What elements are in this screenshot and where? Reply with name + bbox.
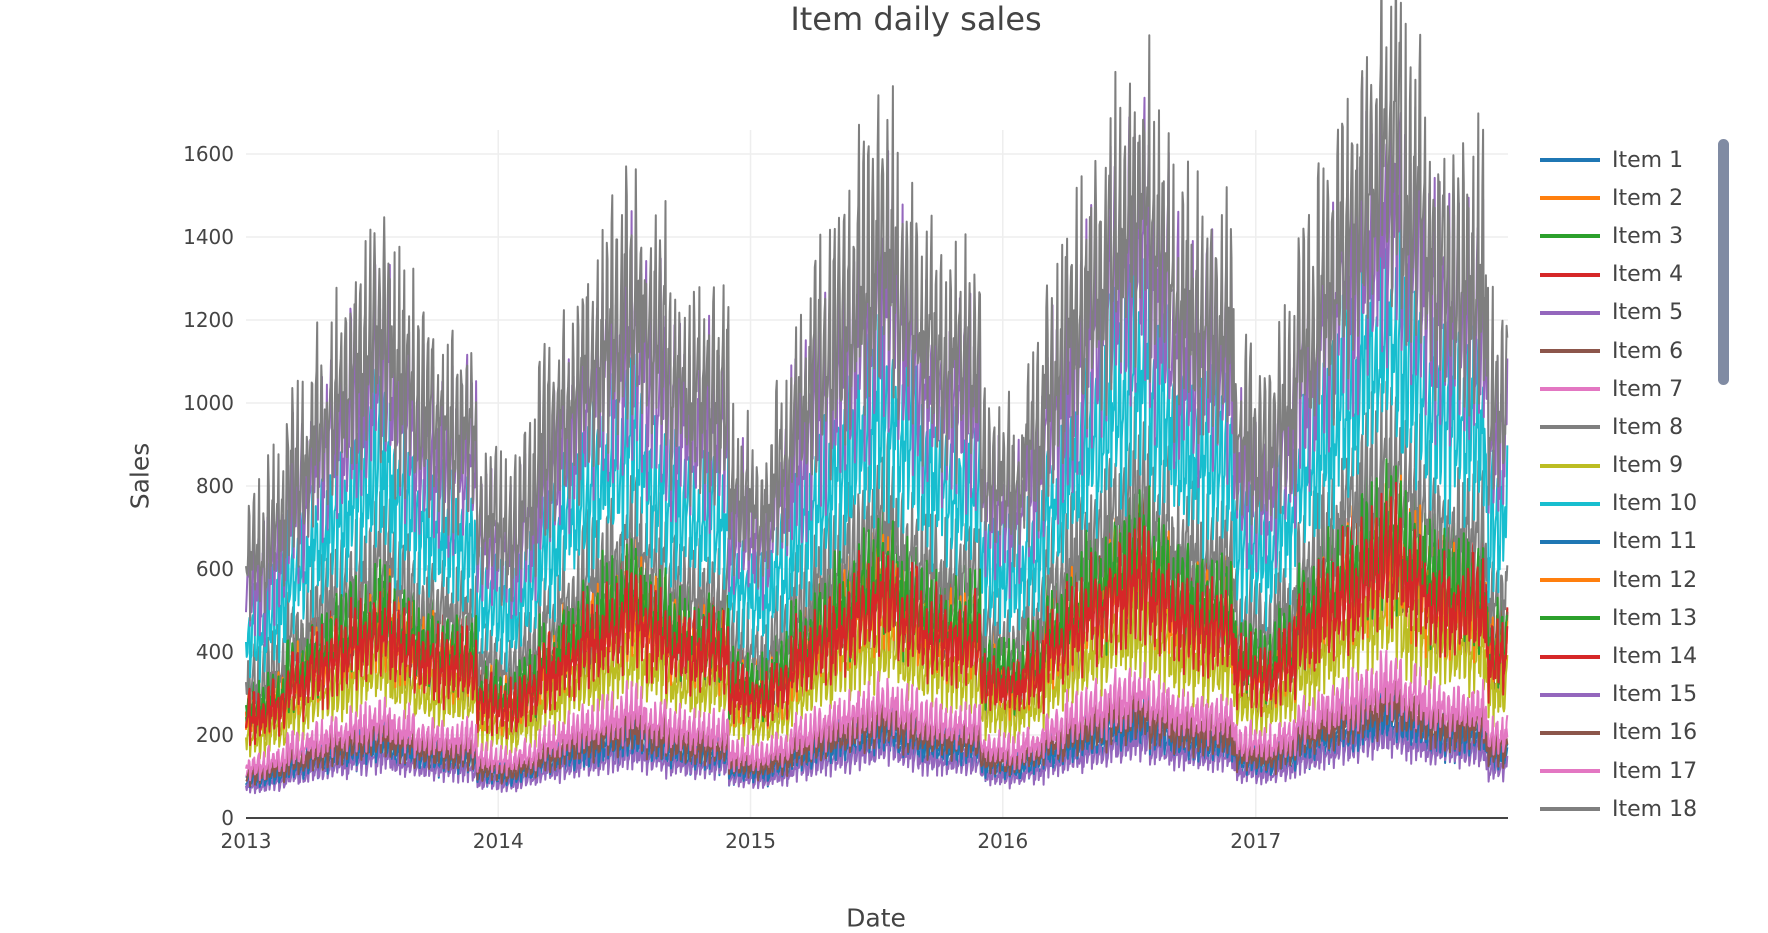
legend-label: Item 2 xyxy=(1612,185,1684,211)
legend-label: Item 12 xyxy=(1612,567,1698,593)
legend-item[interactable]: Item 14 xyxy=(1540,637,1697,675)
legend-item[interactable]: Item 13 xyxy=(1540,599,1697,637)
legend-swatch xyxy=(1540,196,1600,201)
legend-item[interactable]: Item 5 xyxy=(1540,294,1697,332)
legend-swatch xyxy=(1540,730,1600,735)
legend-label: Item 15 xyxy=(1612,682,1698,708)
legend-item[interactable]: Item 3 xyxy=(1540,217,1697,255)
legend-item[interactable]: Item 12 xyxy=(1540,561,1697,599)
y-tick-label: 400 xyxy=(196,640,234,664)
legend-swatch xyxy=(1540,349,1600,354)
legend-item[interactable]: Item 9 xyxy=(1540,447,1697,485)
y-tick-label: 1600 xyxy=(183,142,234,166)
y-tick-label: 1200 xyxy=(183,308,234,332)
series-line-item-9 xyxy=(245,556,1509,760)
legend-label: Item 18 xyxy=(1612,796,1698,822)
legend: Item 1 Item 2 Item 3 Item 4 Item 5 Item 6 Item… xyxy=(1540,141,1697,828)
legend-item[interactable]: Item 6 xyxy=(1540,332,1697,370)
legend-label: Item 16 xyxy=(1612,720,1698,746)
legend-swatch xyxy=(1540,807,1600,812)
series-line-item-17 xyxy=(245,649,1509,782)
chart-title: Item daily sales xyxy=(790,0,1042,38)
legend-label: Item 1 xyxy=(1612,147,1684,173)
legend-label: Item 14 xyxy=(1612,644,1698,670)
legend-label: Item 5 xyxy=(1612,300,1684,326)
legend-label: Item 3 xyxy=(1612,223,1684,249)
legend-swatch xyxy=(1540,272,1600,277)
x-tick-label: 2015 xyxy=(725,829,776,853)
x-axis-label: Date xyxy=(846,903,906,933)
legend-label: Item 6 xyxy=(1612,338,1684,364)
y-tick-label: 1400 xyxy=(183,225,234,249)
legend-label: Item 9 xyxy=(1612,453,1684,479)
legend-item[interactable]: Item 11 xyxy=(1540,523,1697,561)
legend-swatch xyxy=(1540,425,1600,430)
legend-item[interactable]: Item 8 xyxy=(1540,408,1697,446)
x-tick-label: 2016 xyxy=(977,829,1028,853)
legend-label: Item 17 xyxy=(1612,758,1698,784)
legend-label: Item 10 xyxy=(1612,491,1698,517)
series-line-item-8 xyxy=(245,380,1509,712)
legend-swatch xyxy=(1540,310,1600,315)
series-line-item-5 xyxy=(245,711,1509,795)
y-tick-label: 0 xyxy=(221,806,234,830)
legend-label: Item 11 xyxy=(1612,529,1698,555)
x-tick-label: 2014 xyxy=(473,829,524,853)
legend-item[interactable]: Item 16 xyxy=(1540,714,1697,752)
x-tick-label: 2017 xyxy=(1230,829,1281,853)
legend-swatch xyxy=(1540,616,1600,621)
legend-swatch xyxy=(1540,654,1600,659)
legend-swatch xyxy=(1540,158,1600,163)
legend-label: Item 4 xyxy=(1612,262,1684,288)
legend-swatch xyxy=(1540,234,1600,239)
series-line-item-14 xyxy=(245,481,1509,747)
legend-item[interactable]: Item 4 xyxy=(1540,256,1697,294)
series-line-item-10 xyxy=(245,219,1509,684)
legend-swatch xyxy=(1540,578,1600,583)
legend-swatch xyxy=(1540,769,1600,774)
y-tick-label: 200 xyxy=(196,723,234,747)
legend-item[interactable]: Item 15 xyxy=(1540,676,1697,714)
legend-item[interactable]: Item 2 xyxy=(1540,179,1697,217)
y-tick-label: 600 xyxy=(196,557,234,581)
y-tick-label: 800 xyxy=(196,474,234,498)
legend-item[interactable]: Item 17 xyxy=(1540,752,1697,790)
legend-item[interactable]: Item 7 xyxy=(1540,370,1697,408)
legend-item[interactable]: Item 10 xyxy=(1540,485,1697,523)
legend-label: Item 13 xyxy=(1612,605,1698,631)
x-tick-label: 2013 xyxy=(221,829,272,853)
legend-item[interactable]: Item 18 xyxy=(1540,790,1697,828)
y-tick-label: 1000 xyxy=(183,391,234,415)
legend-swatch xyxy=(1540,463,1600,468)
legend-swatch xyxy=(1540,539,1600,544)
legend-item[interactable]: Item 1 xyxy=(1540,141,1697,179)
legend-label: Item 8 xyxy=(1612,414,1684,440)
y-axis-label: Sales xyxy=(125,442,155,510)
legend-label: Item 7 xyxy=(1612,376,1684,402)
legend-swatch xyxy=(1540,692,1600,697)
legend-scrollbar[interactable] xyxy=(1718,139,1729,385)
legend-swatch xyxy=(1540,387,1600,392)
legend-swatch xyxy=(1540,501,1600,506)
series-line-item-18 xyxy=(245,0,1509,622)
